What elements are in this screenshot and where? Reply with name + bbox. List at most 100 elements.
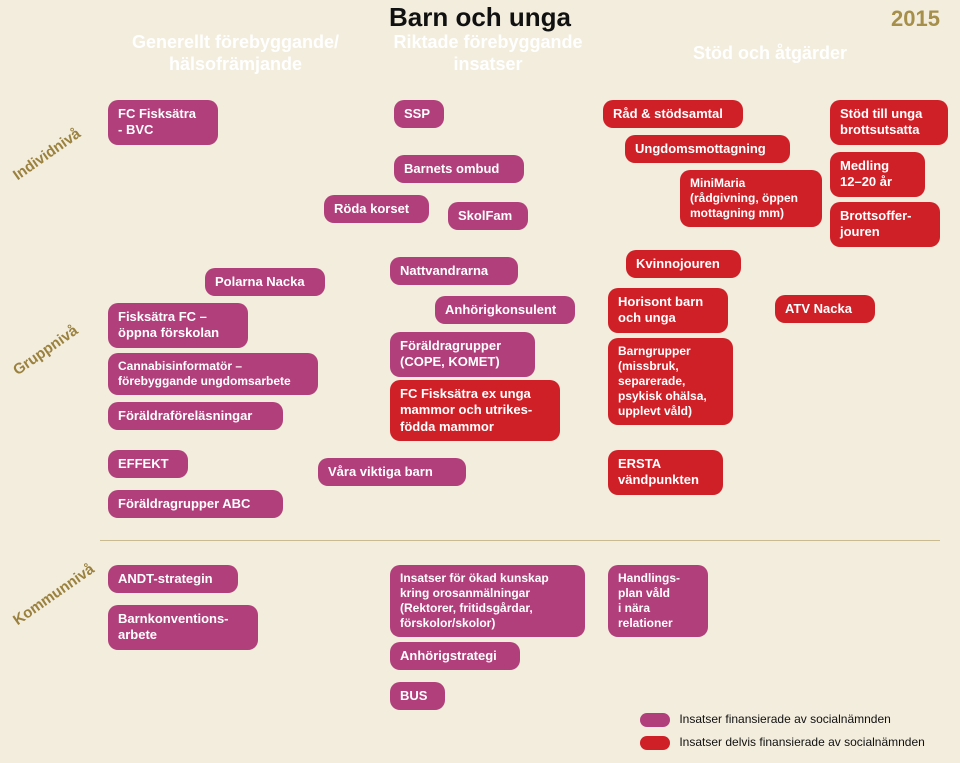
t: Handlings-: [618, 571, 680, 585]
t: Fisksätra FC –: [118, 309, 207, 324]
box-rad-stodsamtal: Råd & stödsamtal: [603, 100, 743, 128]
box-barngrupper: Barngrupper (missbruk, separerade, psyki…: [608, 338, 733, 425]
t: Våra viktiga barn: [328, 464, 433, 479]
box-minimaria: MiniMaria (rådgivning, öppen mottagning …: [680, 170, 822, 227]
legend-1-text: Insatser finansierade av socialnämnden: [679, 712, 890, 726]
t: mottagning mm): [690, 206, 784, 220]
t: Föräldragrupper: [400, 338, 501, 353]
t: Insatser för ökad kunskap: [400, 571, 549, 585]
t: Medling: [840, 158, 889, 173]
t: separerade,: [618, 374, 685, 388]
t: Stöd till unga: [840, 106, 922, 121]
page-title: Barn och unga: [0, 2, 960, 33]
box-foraldragrupper-cope: Föräldragrupper (COPE, KOMET): [390, 332, 535, 377]
row-label-individ: Individnivå: [10, 125, 84, 184]
box-anhorigkonsulent: Anhörigkonsulent: [435, 296, 575, 324]
legend-2: Insatser delvis finansierade av socialnä…: [640, 735, 925, 750]
t: MiniMaria: [690, 176, 745, 190]
legend-swatch-magenta: [640, 713, 670, 727]
t: och unga: [618, 310, 676, 325]
box-fisksatra-oppna: Fisksätra FC – öppna förskolan: [108, 303, 248, 348]
box-effekt: EFFEKT: [108, 450, 188, 478]
t: psykisk ohälsa,: [618, 389, 707, 403]
box-foraldragrupper-abc: Föräldragrupper ABC: [108, 490, 283, 518]
t: (rådgivning, öppen: [690, 191, 798, 205]
legend-swatch-red: [640, 736, 670, 750]
year-label: 2015: [891, 6, 940, 32]
t: födda mammor: [400, 419, 494, 434]
t: förskolor/skolor): [400, 616, 495, 630]
t: ATV Nacka: [785, 301, 852, 316]
box-medling: Medling 12–20 år: [830, 152, 925, 197]
box-roda-korset: Röda korset: [324, 195, 429, 223]
t: Föräldragrupper ABC: [118, 496, 250, 511]
t: - BVC: [118, 122, 153, 137]
box-barnets-ombud: Barnets ombud: [394, 155, 524, 183]
box-fc-bvc: FC Fisksätra - BVC: [108, 100, 218, 145]
t: Polarna Nacka: [215, 274, 305, 289]
t: relationer: [618, 616, 673, 630]
t: Röda korset: [334, 201, 409, 216]
t: i nära: [618, 601, 650, 615]
t: vändpunkten: [618, 472, 699, 487]
box-bus: BUS: [390, 682, 445, 710]
t: Barnkonventions-: [118, 611, 229, 626]
box-vara-viktiga-barn: Våra viktiga barn: [318, 458, 466, 486]
col-header-3: Stöd och åtgärder: [660, 43, 880, 65]
t: Brottsoffer-: [840, 208, 912, 223]
box-ersta: ERSTA vändpunkten: [608, 450, 723, 495]
box-brottsoffer: Brottsoffer- jouren: [830, 202, 940, 247]
box-stod-unga: Stöd till unga brottsutsatta: [830, 100, 948, 145]
t: Råd & stödsamtal: [613, 106, 723, 121]
t: ERSTA: [618, 456, 661, 471]
t: kring orosanmälningar: [400, 586, 530, 600]
box-polarna: Polarna Nacka: [205, 268, 325, 296]
box-foraldraforelasningar: Föräldraföreläsningar: [108, 402, 283, 430]
t: mammor och utrikes-: [400, 402, 532, 417]
col-header-2-line2: insatser: [453, 54, 522, 74]
t: ANDT-strategin: [118, 571, 213, 586]
t: öppna förskolan: [118, 325, 219, 340]
t: (missbruk,: [618, 359, 679, 373]
row-label-kommun: Kommunnivå: [10, 561, 98, 629]
col-header-2-line1: Riktade förebyggande: [393, 32, 582, 52]
t: Barngrupper: [618, 344, 691, 358]
t: Barnets ombud: [404, 161, 499, 176]
t: 12–20 år: [840, 174, 892, 189]
legend-1: Insatser finansierade av socialnämnden: [640, 712, 891, 727]
t: Kvinnojouren: [636, 256, 720, 271]
diagram-page: Barn och unga 2015 Generellt förebyggand…: [0, 0, 960, 763]
t: plan våld: [618, 586, 670, 600]
t: Cannabisinformatör –: [118, 359, 242, 373]
t: Anhörigstrategi: [400, 648, 497, 663]
t: förebyggande ungdomsarbete: [118, 374, 291, 388]
box-insatser-okad: Insatser för ökad kunskap kring orosanmä…: [390, 565, 585, 637]
t: FC Fisksätra ex unga: [400, 386, 531, 401]
t: SSP: [404, 106, 430, 121]
t: brottsutsatta: [840, 122, 919, 137]
box-handlingsplan: Handlings- plan våld i nära relationer: [608, 565, 708, 637]
t: (Rektorer, fritidsgårdar,: [400, 601, 533, 615]
col-header-1-line1: Generellt förebyggande/: [132, 32, 339, 52]
box-cannabis: Cannabisinformatör – förebyggande ungdom…: [108, 353, 318, 395]
t: Horisont barn: [618, 294, 703, 309]
t: EFFEKT: [118, 456, 169, 471]
box-skolfam: SkolFam: [448, 202, 528, 230]
col-header-1-line2: hälsofrämjande: [169, 54, 302, 74]
col-header-1: Generellt förebyggande/ hälsofrämjande: [113, 32, 358, 75]
t: SkolFam: [458, 208, 512, 223]
t: arbete: [118, 627, 157, 642]
box-atv-nacka: ATV Nacka: [775, 295, 875, 323]
t: upplevt våld): [618, 404, 692, 418]
t: jouren: [840, 224, 880, 239]
t: (COPE, KOMET): [400, 354, 500, 369]
box-ungdomsmottagning: Ungdomsmottagning: [625, 135, 790, 163]
t: FC Fisksätra: [118, 106, 196, 121]
t: Anhörigkonsulent: [445, 302, 556, 317]
box-ssp: SSP: [394, 100, 444, 128]
t: BUS: [400, 688, 427, 703]
box-barnkonventions: Barnkonventions- arbete: [108, 605, 258, 650]
box-fc-ex-unga: FC Fisksätra ex unga mammor och utrikes-…: [390, 380, 560, 441]
box-anhorigstrategi: Anhörigstrategi: [390, 642, 520, 670]
box-nattvandrarna: Nattvandrarna: [390, 257, 518, 285]
